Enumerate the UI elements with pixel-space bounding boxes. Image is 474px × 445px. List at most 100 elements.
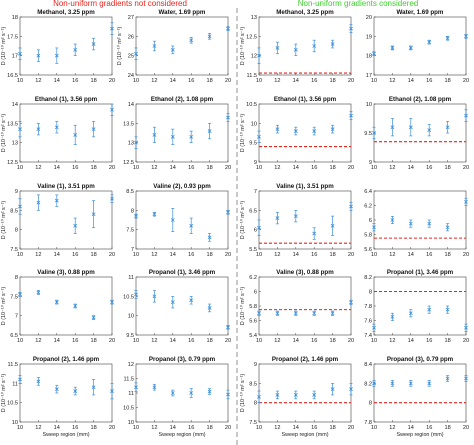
x-tick-label: 16 xyxy=(311,338,317,344)
x-tick-label: 10 xyxy=(371,165,377,171)
x-tick-label: 18 xyxy=(90,165,96,171)
x-tick-label: 18 xyxy=(90,252,96,258)
x-tick-label: 10 xyxy=(256,78,262,84)
x-tick-label: 20 xyxy=(463,252,469,258)
chart-title: Propanol (3), 0.79 ppm xyxy=(149,356,216,363)
data-point xyxy=(390,125,395,130)
chart-title: Ethanol (1), 3.56 ppm xyxy=(274,96,337,103)
x-tick-label: 10 xyxy=(133,165,139,171)
x-tick-label: 18 xyxy=(444,425,450,431)
y-tick-label: 6.2 xyxy=(249,275,257,281)
data-point xyxy=(464,325,468,330)
x-tick-label: 12 xyxy=(274,338,280,344)
data-point xyxy=(275,127,280,132)
y-axis-label: D (10⁻¹⁰ m² s⁻¹) xyxy=(1,27,7,66)
x-tick-label: 18 xyxy=(206,165,212,171)
x-tick-label: 20 xyxy=(225,252,231,258)
x-tick-label: 10 xyxy=(17,252,23,258)
y-tick-label: 9 xyxy=(254,362,257,368)
plot-frame xyxy=(135,16,229,76)
x-tick-label: 10 xyxy=(256,252,262,258)
plot-frame xyxy=(135,276,229,336)
plot-frame xyxy=(373,16,467,76)
y-tick-label: 19 xyxy=(366,34,372,40)
x-tick-label: 10 xyxy=(17,425,23,431)
x-tick-label: 12 xyxy=(274,252,280,258)
data-point xyxy=(54,387,59,392)
y-tick-label: 6 xyxy=(369,218,372,224)
y-tick-label: 7.4 xyxy=(364,333,372,339)
x-tick-label: 18 xyxy=(444,78,450,84)
data-point xyxy=(18,51,22,56)
y-tick-label: 6 xyxy=(254,228,257,234)
data-point xyxy=(293,393,298,397)
data-point xyxy=(152,212,157,217)
y-tick-label: 7.6 xyxy=(364,319,372,325)
x-tick-label: 18 xyxy=(206,425,212,431)
x-tick-label: 10 xyxy=(133,252,139,258)
x-tick-label: 12 xyxy=(151,338,157,344)
data-point xyxy=(312,231,317,236)
data-point xyxy=(73,389,78,393)
data-point xyxy=(293,214,298,219)
x-tick-label: 12 xyxy=(389,78,395,84)
x-tick-label: 12 xyxy=(151,78,157,84)
data-point xyxy=(293,311,298,316)
data-point xyxy=(73,223,78,228)
data-point xyxy=(170,391,175,395)
data-point xyxy=(408,311,413,316)
x-tick-label: 14 xyxy=(54,338,60,344)
panels: Methanol, 3.25 ppm 10 12 14 16 18 20 16.5 17 17.5… xyxy=(1,9,469,438)
data-point xyxy=(73,133,78,137)
data-point xyxy=(226,210,230,215)
y-axis-label: D (10⁻¹⁰ m² s⁻¹) xyxy=(1,114,7,153)
x-tick-label: 12 xyxy=(274,165,280,171)
data-point xyxy=(349,387,353,392)
plot-frame xyxy=(19,103,113,163)
right-header: Non-uniform gradients considered xyxy=(298,0,419,8)
plot-frame xyxy=(373,103,467,163)
x-tick-label: 16 xyxy=(188,338,194,344)
y-tick-label: 26 xyxy=(128,34,134,40)
plot-frame xyxy=(19,190,113,250)
y-tick-label: 13 xyxy=(251,15,257,21)
y-tick-label: 7.5 xyxy=(10,247,18,253)
x-tick-label: 10 xyxy=(371,252,377,258)
data-point xyxy=(91,315,96,320)
y-tick-label: 11.5 xyxy=(247,73,257,79)
y-tick-label: 8.5 xyxy=(249,381,257,387)
plot-frame xyxy=(135,190,229,250)
y-tick-label: 7.5 xyxy=(10,294,18,300)
y-tick-label: 10 xyxy=(366,102,372,108)
chart-panel-10: Valine (2), 0.93 ppm 10 12 14 16 18 20 7 7.5 8 8.5 xyxy=(126,183,231,258)
y-tick-label: 5.5 xyxy=(249,247,257,253)
data-point xyxy=(152,44,157,48)
x-tick-label: 10 xyxy=(256,425,262,431)
x-tick-label: 20 xyxy=(463,338,469,344)
y-tick-label: 12.5 xyxy=(7,160,18,166)
y-tick-label: 11.5 xyxy=(8,362,18,368)
x-tick-label: 14 xyxy=(54,165,60,171)
data-point xyxy=(110,196,114,201)
data-point xyxy=(91,127,96,132)
chart-panel-4: Water, 1.69 ppm 10 12 14 16 18 20 17 18 19 20 xyxy=(366,9,469,84)
x-tick-label: 10 xyxy=(133,425,139,431)
x-tick-label: 14 xyxy=(54,425,60,431)
chart-panel-6: Ethanol (2), 1.08 ppm 10 12 14 16 18 20 12.5 13 1… xyxy=(123,96,231,171)
x-tick-label: 20 xyxy=(348,165,354,171)
chart-title: Propanol (1), 3.46 ppm xyxy=(149,269,216,276)
chart-title: Methanol, 3.25 ppm xyxy=(276,9,334,16)
y-axis-label: D (10⁻¹⁰ m² s⁻¹) xyxy=(1,374,7,413)
x-tick-label: 18 xyxy=(444,165,450,171)
data-point xyxy=(170,47,175,52)
x-axis-label: Sweep region (mm) xyxy=(396,432,443,438)
y-tick-label: 10 xyxy=(251,121,257,127)
plot-frame xyxy=(135,363,229,423)
y-tick-label: 11 xyxy=(12,381,18,387)
y-axis-label: D (10⁻¹⁰ m² s⁻¹) xyxy=(240,201,246,240)
y-tick-label: 8 xyxy=(254,401,257,407)
data-point xyxy=(464,199,468,204)
data-point xyxy=(207,306,212,310)
plot-frame xyxy=(19,16,113,76)
y-tick-label: 17 xyxy=(12,54,18,60)
